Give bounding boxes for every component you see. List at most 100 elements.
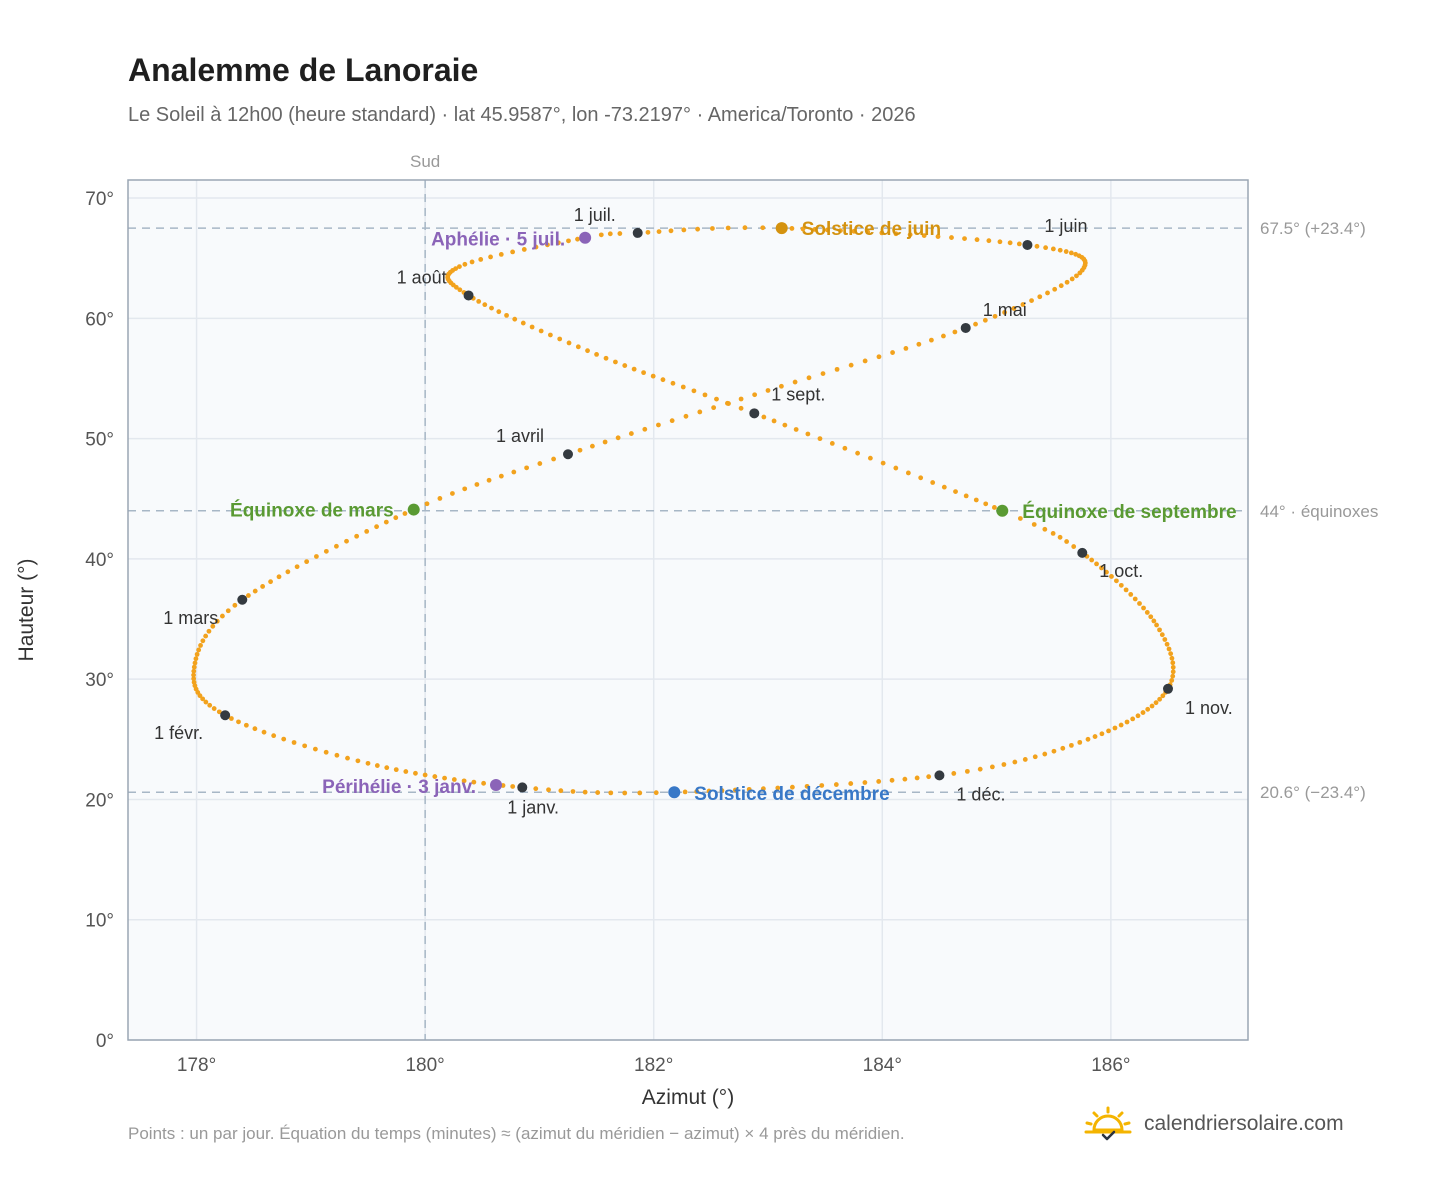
day-point [921, 233, 927, 238]
day-point [893, 231, 899, 237]
day-point [880, 460, 886, 466]
day-point [779, 383, 784, 389]
day-point [725, 225, 731, 231]
month-marker [960, 322, 971, 333]
day-point [833, 782, 839, 787]
y-tick-label: 40° [85, 550, 114, 571]
day-point [570, 789, 576, 794]
day-point [555, 240, 561, 246]
day-point [695, 226, 701, 232]
day-point [575, 236, 580, 242]
day-point [992, 313, 998, 319]
day-point [805, 431, 811, 437]
day-point [1060, 745, 1066, 751]
day-point [246, 593, 251, 598]
day-point [817, 436, 823, 442]
brand[interactable]: calendriersolaire.com [1082, 1104, 1344, 1144]
day-point [613, 359, 618, 365]
y-tick-label: 60° [85, 309, 114, 330]
reference-label: 20.6° (−23.4°) [1260, 783, 1366, 802]
day-point [719, 788, 725, 793]
event-markers: Solstice de juin Solstice de décembre Équi… [230, 219, 1237, 805]
day-point [302, 743, 308, 749]
day-point [608, 790, 614, 796]
day-point [670, 380, 676, 386]
day-point [194, 651, 200, 657]
day-point [203, 633, 209, 639]
day-point [842, 445, 848, 451]
day-point [903, 345, 909, 351]
day-point [1141, 605, 1146, 611]
day-point [252, 588, 258, 594]
day-point [191, 679, 197, 685]
day-point [281, 736, 287, 742]
day-point [462, 261, 468, 267]
day-point [216, 709, 222, 715]
day-point [1132, 596, 1138, 602]
day-point [1099, 565, 1104, 571]
day-point [973, 321, 978, 327]
day-point [838, 228, 843, 234]
day-point [714, 396, 719, 402]
day-point [566, 340, 572, 346]
day-point [935, 234, 941, 239]
day-point [1140, 710, 1146, 715]
month-label: 1 déc. [956, 784, 1005, 804]
day-point [760, 225, 766, 231]
day-point [1162, 637, 1168, 642]
day-point [1144, 610, 1150, 615]
day-point [214, 618, 220, 624]
day-point [930, 480, 936, 485]
event-label: Aphélie · 5 juil. [431, 230, 565, 251]
day-point [732, 787, 738, 793]
day-point [403, 769, 409, 774]
month-markers: 1 janv. 1 févr. 1 mars 1 avril 1 mai 1 juin 1 … [154, 205, 1233, 817]
day-point [1077, 739, 1083, 745]
day-point [232, 602, 238, 608]
day-point [1148, 614, 1154, 620]
day-point [334, 543, 339, 549]
day-point [1166, 646, 1172, 652]
day-point [1170, 669, 1176, 675]
x-tick-label: 182° [634, 1055, 673, 1076]
day-point [268, 579, 273, 585]
day-point [848, 362, 854, 368]
day-point [577, 447, 583, 453]
day-point [893, 465, 899, 471]
day-point [760, 786, 766, 792]
day-point [524, 465, 530, 471]
day-point [469, 259, 475, 265]
footnote: Points : un par jour. Équation du temps … [128, 1124, 905, 1143]
day-point [1130, 716, 1136, 722]
month-marker [220, 710, 231, 721]
day-point [488, 254, 493, 260]
day-point [546, 787, 551, 793]
day-point [1029, 298, 1034, 304]
day-point [710, 226, 715, 231]
day-point [617, 231, 623, 236]
day-point [261, 729, 267, 735]
day-point [442, 775, 447, 781]
event-label: Équinoxe de mars [230, 500, 394, 522]
reference-lines: Sud 67.5° (+23.4°) 44° · équinoxes 20.6° (−… [128, 152, 1378, 1040]
month-label: 1 sept. [771, 384, 825, 404]
day-point [775, 785, 781, 791]
day-point [697, 409, 703, 415]
day-point [656, 229, 662, 235]
day-point [260, 584, 266, 589]
day-point [1074, 273, 1079, 279]
page-subtitle: Le Soleil à 12h00 (heure standard) · lat… [128, 104, 916, 126]
day-point [1089, 557, 1095, 563]
month-label: 1 oct. [1099, 561, 1143, 581]
day-point [529, 324, 535, 330]
month-marker [1163, 683, 1173, 694]
day-point [510, 784, 516, 789]
day-point [314, 554, 319, 559]
event-marker [775, 222, 788, 235]
day-point [1042, 751, 1048, 757]
day-point [1007, 240, 1013, 246]
day-point [964, 768, 970, 774]
day-point [200, 696, 206, 702]
day-point [453, 284, 459, 290]
day-point [682, 789, 688, 795]
